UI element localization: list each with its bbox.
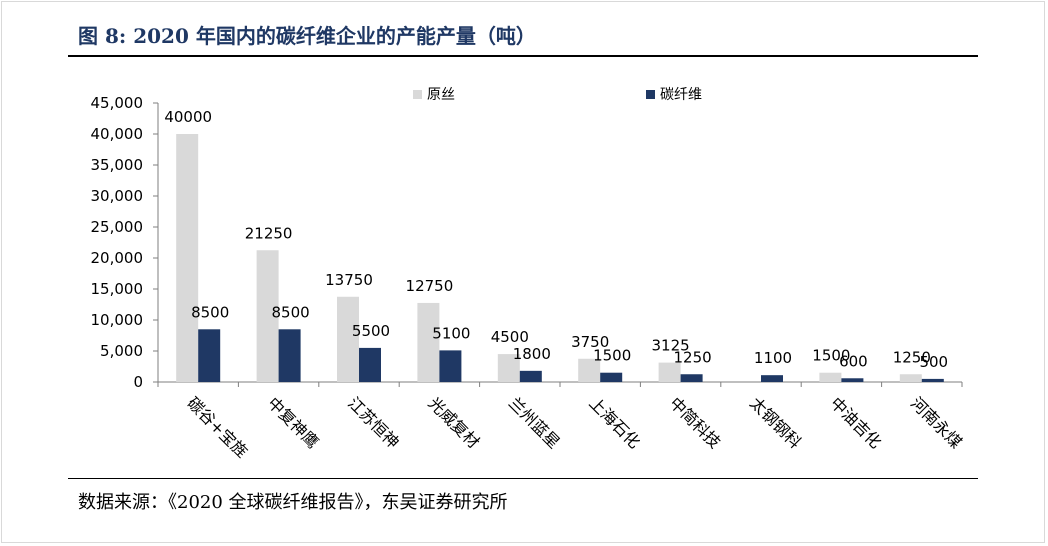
bar-原丝 [899, 374, 922, 382]
data-label: 1500 [593, 347, 631, 365]
y-tick-label: 45,000 [91, 94, 144, 112]
y-tick-label: 25,000 [91, 218, 144, 236]
x-tick-label: 碳谷+宝旌 [183, 393, 251, 461]
data-label: 500 [919, 353, 948, 371]
bar-原丝 [417, 302, 440, 382]
legend-swatch [646, 90, 655, 99]
x-tick-label: 兰州蓝星 [505, 393, 564, 452]
data-label: 5100 [432, 324, 470, 342]
data-label: 600 [839, 352, 868, 370]
bar-碳纤维 [278, 329, 301, 382]
bar-原丝 [337, 296, 359, 382]
bar-碳纤维 [359, 347, 381, 382]
bar-原丝 [497, 354, 520, 382]
data-label: 1500 [812, 347, 850, 365]
data-label: 4500 [491, 328, 529, 346]
bar-碳纤维 [519, 370, 542, 382]
data-label: 8500 [191, 303, 229, 321]
x-tick-label: 河南永煤 [907, 393, 966, 452]
source-rule [68, 478, 978, 479]
legend-label: 碳纤维 [660, 87, 702, 103]
y-tick-label: 15,000 [91, 280, 144, 298]
data-label: 1250 [674, 348, 712, 366]
data-label: 3125 [652, 337, 690, 355]
bar-碳纤维 [680, 374, 703, 382]
x-tick-label: 中简科技 [666, 393, 725, 452]
data-label: 13750 [325, 271, 373, 289]
bar-碳纤维 [841, 378, 864, 382]
x-tick-label: 上海石化 [585, 393, 644, 452]
data-label: 40000 [164, 108, 212, 126]
bar-原丝 [578, 358, 601, 382]
bar-chart: 0 5,000 10,000 15,000 20,000 25,000 30,000 35,0… [91, 87, 966, 462]
legend-swatch [413, 90, 422, 99]
legend-label: 原丝 [427, 87, 455, 103]
data-label: 21250 [245, 224, 293, 242]
data-label: 1100 [754, 349, 792, 367]
data-label: 5500 [352, 322, 390, 340]
bar-原丝 [256, 250, 279, 382]
bar-碳纤维 [761, 375, 783, 382]
bar-碳纤维 [921, 378, 944, 382]
y-tick-label: 35,000 [91, 156, 144, 174]
bar-原丝 [658, 362, 681, 382]
data-label: 1250 [893, 348, 931, 366]
x-tick-label: 中复神鹰 [264, 393, 323, 452]
x-tick-label: 太钢钢科 [746, 393, 805, 452]
source-note: 数据来源：《2020 全球碳纤维报告》，东吴证券研究所 [78, 492, 508, 513]
figure-title: 图 8: 2020 年国内的碳纤维企业的产能产量（吨） [78, 24, 536, 48]
bar-碳纤维 [198, 329, 221, 382]
x-tick-label: 中油吉化 [827, 393, 886, 452]
bar-碳纤维 [439, 350, 462, 382]
title-rule [68, 55, 978, 57]
y-tick-label: 20,000 [91, 249, 144, 267]
data-label: 8500 [272, 303, 310, 321]
y-tick-label: 30,000 [91, 187, 144, 205]
y-tick-label: 40,000 [91, 125, 144, 143]
y-tick-label: 5,000 [100, 342, 143, 360]
y-tick-label: 0 [133, 373, 143, 391]
y-tick-label: 10,000 [91, 311, 144, 329]
data-label: 12750 [406, 277, 454, 295]
x-tick-label: 江苏恒神 [344, 393, 403, 452]
bar-原丝 [819, 372, 842, 382]
data-label: 1800 [513, 345, 551, 363]
bar-原丝 [176, 134, 199, 382]
data-label: 3750 [571, 333, 609, 351]
x-tick-label: 光威复材 [425, 393, 484, 452]
bar-碳纤维 [600, 372, 623, 382]
